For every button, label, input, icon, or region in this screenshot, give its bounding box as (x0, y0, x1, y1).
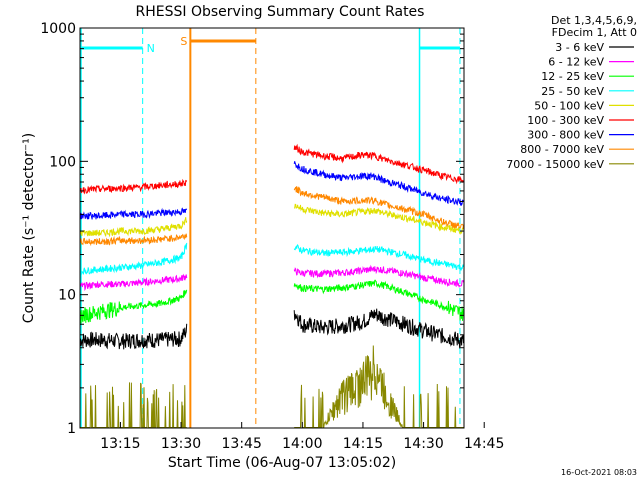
series-line (293, 279, 464, 321)
legend-label: 300 - 800 keV (527, 129, 604, 142)
series-line (294, 345, 464, 428)
series-line (293, 308, 464, 350)
x-tick-label: 13:15 (100, 436, 140, 452)
series-line (79, 289, 188, 324)
legend-label: 12 - 25 keV (541, 70, 604, 83)
plot-frame (79, 27, 465, 429)
timestamp: 16-Oct-2021 08:03 (561, 468, 637, 477)
x-tick-label: 14:15 (343, 436, 383, 452)
y-axis-label: Count Rate (s⁻¹ detector⁻¹) (21, 133, 37, 323)
series-line (79, 273, 188, 292)
legend-label: 7000 - 15000 keV (506, 158, 604, 171)
x-tick-label: 14:45 (464, 436, 504, 452)
chart-title: RHESSI Observing Summary Count Rates (136, 4, 425, 20)
y-tick-label: 1 (67, 421, 76, 437)
band-label: S (180, 35, 187, 48)
series-line (80, 382, 187, 428)
legend-header: FDecim 1, Att 0 (552, 26, 637, 39)
series-line (293, 186, 464, 230)
y-tick-label: 10 (58, 288, 76, 304)
series-line (293, 244, 464, 271)
legend-header: Det 1,3,4,5,6,9, (551, 14, 637, 27)
x-tick-label: 13:30 (161, 436, 201, 452)
series-line (79, 233, 188, 247)
x-tick-label: 14:00 (282, 436, 322, 452)
legend-label: 800 - 7000 keV (520, 143, 604, 156)
series-layer (79, 143, 464, 428)
x-tick-label: 14:30 (403, 436, 443, 452)
legend-label: 6 - 12 keV (548, 56, 604, 69)
series-line (79, 217, 188, 238)
x-axis: 13:15 13:30 13:45 14:00 14:15 14:30 14:45 (100, 422, 504, 452)
series-line (293, 161, 464, 207)
y-tick-label: 100 (49, 154, 76, 170)
legend: Det 1,3,4,5,6,9,FDecim 1, Att 0 3 - 6 keV… (506, 14, 637, 171)
band-label: N (147, 42, 155, 55)
series-line (293, 264, 464, 288)
legend-label: 100 - 300 keV (527, 114, 604, 127)
legend-label: 3 - 6 keV (555, 41, 604, 54)
annotation-layer: NS (80, 28, 461, 428)
x-axis-label: Start Time (06-Aug-07 13:05:02) (168, 455, 396, 471)
legend-label: 50 - 100 keV (534, 99, 604, 112)
legend-label: 25 - 50 keV (541, 85, 604, 98)
x-tick-label: 13:45 (222, 436, 262, 452)
series-line (293, 203, 464, 235)
series-line (79, 242, 188, 275)
series-line (79, 323, 188, 350)
series-line (79, 207, 188, 220)
y-axis: 1 10 100 1000 (40, 21, 464, 437)
y-tick-label: 1000 (40, 21, 76, 37)
series-line (79, 178, 188, 195)
series-line (293, 143, 464, 185)
